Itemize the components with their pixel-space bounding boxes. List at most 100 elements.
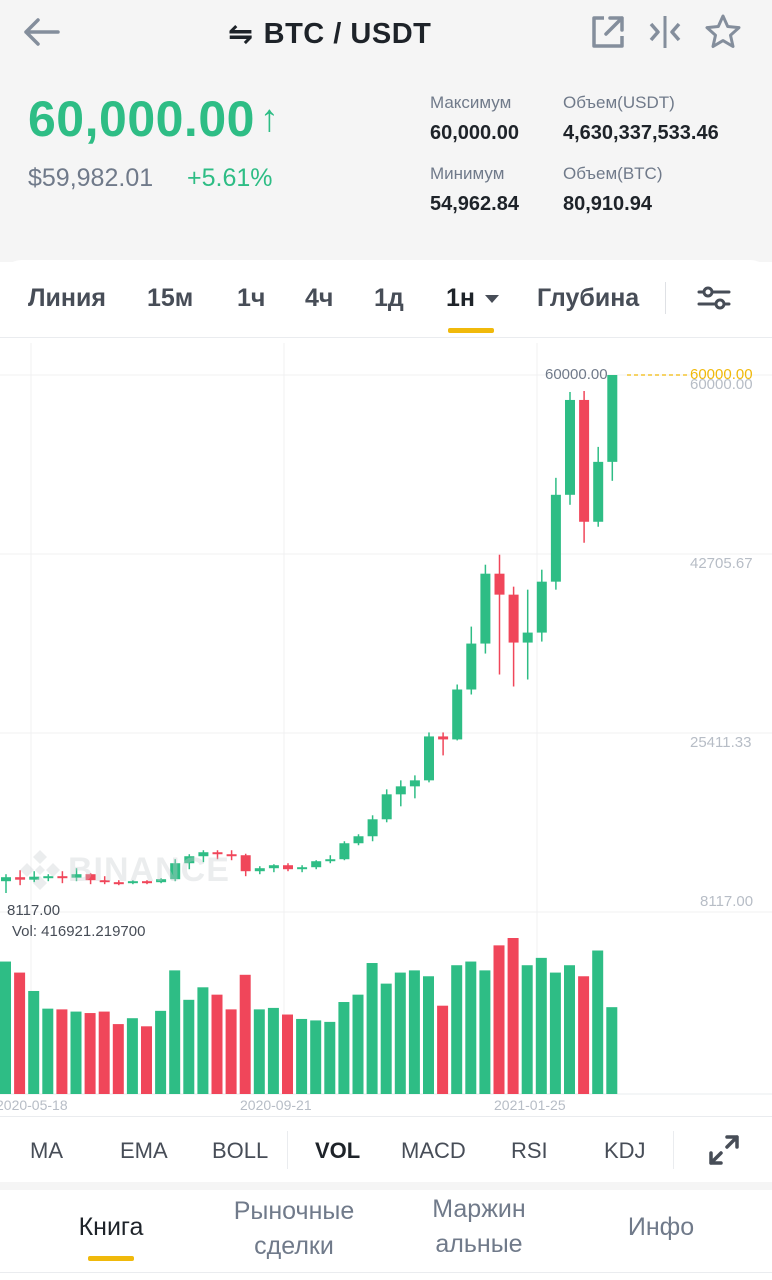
- tab-depth[interactable]: Глубина: [537, 284, 640, 312]
- indicator-divider-2: [673, 1131, 674, 1169]
- axis-label-42705: 42705.67: [690, 555, 753, 572]
- candle-body: [593, 461, 604, 522]
- volume-bar: [239, 974, 251, 1094]
- volume-bar: [535, 957, 547, 1094]
- candle-body: [409, 780, 420, 787]
- candle-body: [1, 877, 11, 882]
- tab-margin-line2: альные: [435, 1230, 523, 1258]
- volume-bar: [98, 1011, 110, 1094]
- candle-body: [325, 859, 336, 862]
- last-price: 60,000.00: [28, 91, 255, 147]
- candle-body: [311, 861, 322, 868]
- arrow-left-icon: [24, 18, 60, 46]
- tab-margin-line1: Маржин: [432, 1195, 526, 1223]
- volume-bar: [465, 961, 477, 1094]
- date-label-1: 2020-05-18: [0, 1097, 68, 1113]
- volume-bar: [352, 994, 364, 1094]
- indicator-macd[interactable]: MACD: [401, 1138, 466, 1163]
- candle-body: [494, 573, 505, 595]
- tab-1h[interactable]: 1ч: [237, 284, 266, 312]
- volume-bar: [521, 965, 533, 1094]
- volume-bar: [282, 1014, 293, 1094]
- candle-body: [57, 876, 68, 879]
- back-button[interactable]: [20, 12, 64, 52]
- candle-body: [438, 736, 449, 740]
- split-view-button[interactable]: [645, 12, 685, 52]
- candle-body: [71, 874, 82, 878]
- binance-logo-icon: [20, 850, 60, 890]
- axis-label-25411: 25411.33: [690, 734, 752, 751]
- split-view-icon: [649, 16, 681, 48]
- indicator-ema[interactable]: EMA: [120, 1138, 168, 1163]
- candle-body: [170, 863, 181, 880]
- volume-bar: [437, 1005, 449, 1094]
- candle-body: [297, 867, 308, 870]
- tab-info[interactable]: Инфо: [627, 1213, 695, 1241]
- price-change: +5.61%: [187, 164, 273, 192]
- candle-body: [452, 689, 463, 740]
- candle-body: [99, 880, 110, 883]
- candle-body: [466, 643, 477, 690]
- volume-bar: [225, 1009, 237, 1094]
- volume-bar: [310, 1020, 322, 1094]
- tab-margin[interactable]: Маржин альные: [404, 1192, 554, 1262]
- tab-line[interactable]: Линия: [28, 284, 106, 312]
- volume-bar: [183, 999, 195, 1094]
- candle-body: [184, 856, 195, 864]
- candle-body: [607, 375, 618, 462]
- volume-bar: [296, 1018, 308, 1094]
- active-bottom-tab-indicator: [88, 1256, 134, 1261]
- high-value: 60,000.00: [430, 122, 519, 144]
- date-label-2: 2020-09-21: [240, 1097, 312, 1113]
- candle-body: [212, 852, 223, 855]
- candle-body: [424, 736, 434, 781]
- indicator-ma[interactable]: MA: [30, 1138, 63, 1163]
- candle-body: [579, 399, 590, 522]
- price-up-arrow-icon: ↑: [260, 98, 279, 140]
- high-price-marker: 60000.00: [545, 366, 608, 383]
- candle-body: [156, 879, 167, 883]
- candle-body: [142, 881, 152, 884]
- candle-body: [381, 794, 392, 820]
- volume-bar: [84, 1013, 96, 1094]
- indicator-kdj[interactable]: KDJ: [604, 1138, 646, 1163]
- tab-1w[interactable]: 1н: [446, 284, 500, 313]
- indicator-divider: [287, 1131, 288, 1169]
- indicator-boll[interactable]: BOLL: [212, 1138, 269, 1163]
- candlestick-chart[interactable]: BINANCE 60000.00 42705.67 25411.33 8117.…: [0, 338, 772, 1116]
- market-header: ⇋ BTC / USDT 60,000.00: [0, 0, 772, 262]
- fullscreen-button[interactable]: [707, 1133, 741, 1167]
- tab-market-trades[interactable]: Рыночные сделки: [212, 1194, 376, 1264]
- low-value: 54,962.84: [430, 193, 519, 215]
- tab-15m[interactable]: 15м: [147, 284, 194, 312]
- indicator-vol[interactable]: VOL: [315, 1138, 361, 1163]
- volume-bar: [267, 1007, 279, 1094]
- volume-bar: [197, 987, 209, 1094]
- tab-1d[interactable]: 1д: [374, 284, 404, 312]
- active-tab-indicator: [448, 328, 494, 333]
- tab-order-book[interactable]: Книга: [78, 1213, 144, 1241]
- volume-bar: [578, 976, 590, 1094]
- chart-canvas: [0, 343, 772, 1095]
- indicator-bar: MA EMA BOLL VOL MACD RSI KDJ: [0, 1116, 772, 1182]
- candle-body: [283, 865, 293, 870]
- volume-bar: [549, 972, 561, 1094]
- pair-selector[interactable]: ⇋ BTC / USDT: [228, 14, 431, 54]
- candle-body: [127, 881, 138, 884]
- volume-bar: [507, 938, 519, 1094]
- favorite-button[interactable]: [703, 12, 743, 52]
- candle-body: [339, 843, 350, 860]
- axis-label-60000: 60000.00: [690, 376, 753, 393]
- chart-settings-button[interactable]: [696, 282, 732, 314]
- volume-bar: [14, 972, 26, 1094]
- indicator-rsi[interactable]: RSI: [511, 1138, 548, 1163]
- volume-bar: [592, 950, 604, 1094]
- external-link-button[interactable]: [588, 12, 628, 52]
- current-price-label: 60000.00: [690, 366, 753, 383]
- bottom-tabs: Книга Рыночные сделки Маржин альные Инфо: [0, 1190, 772, 1280]
- volume-bar: [366, 963, 378, 1094]
- volume-btc-value: 80,910.94: [563, 193, 652, 215]
- tab-market-trades-line1: Рыночные: [233, 1197, 355, 1225]
- tab-4h[interactable]: 4ч: [305, 284, 334, 312]
- volume-bar: [141, 1026, 152, 1094]
